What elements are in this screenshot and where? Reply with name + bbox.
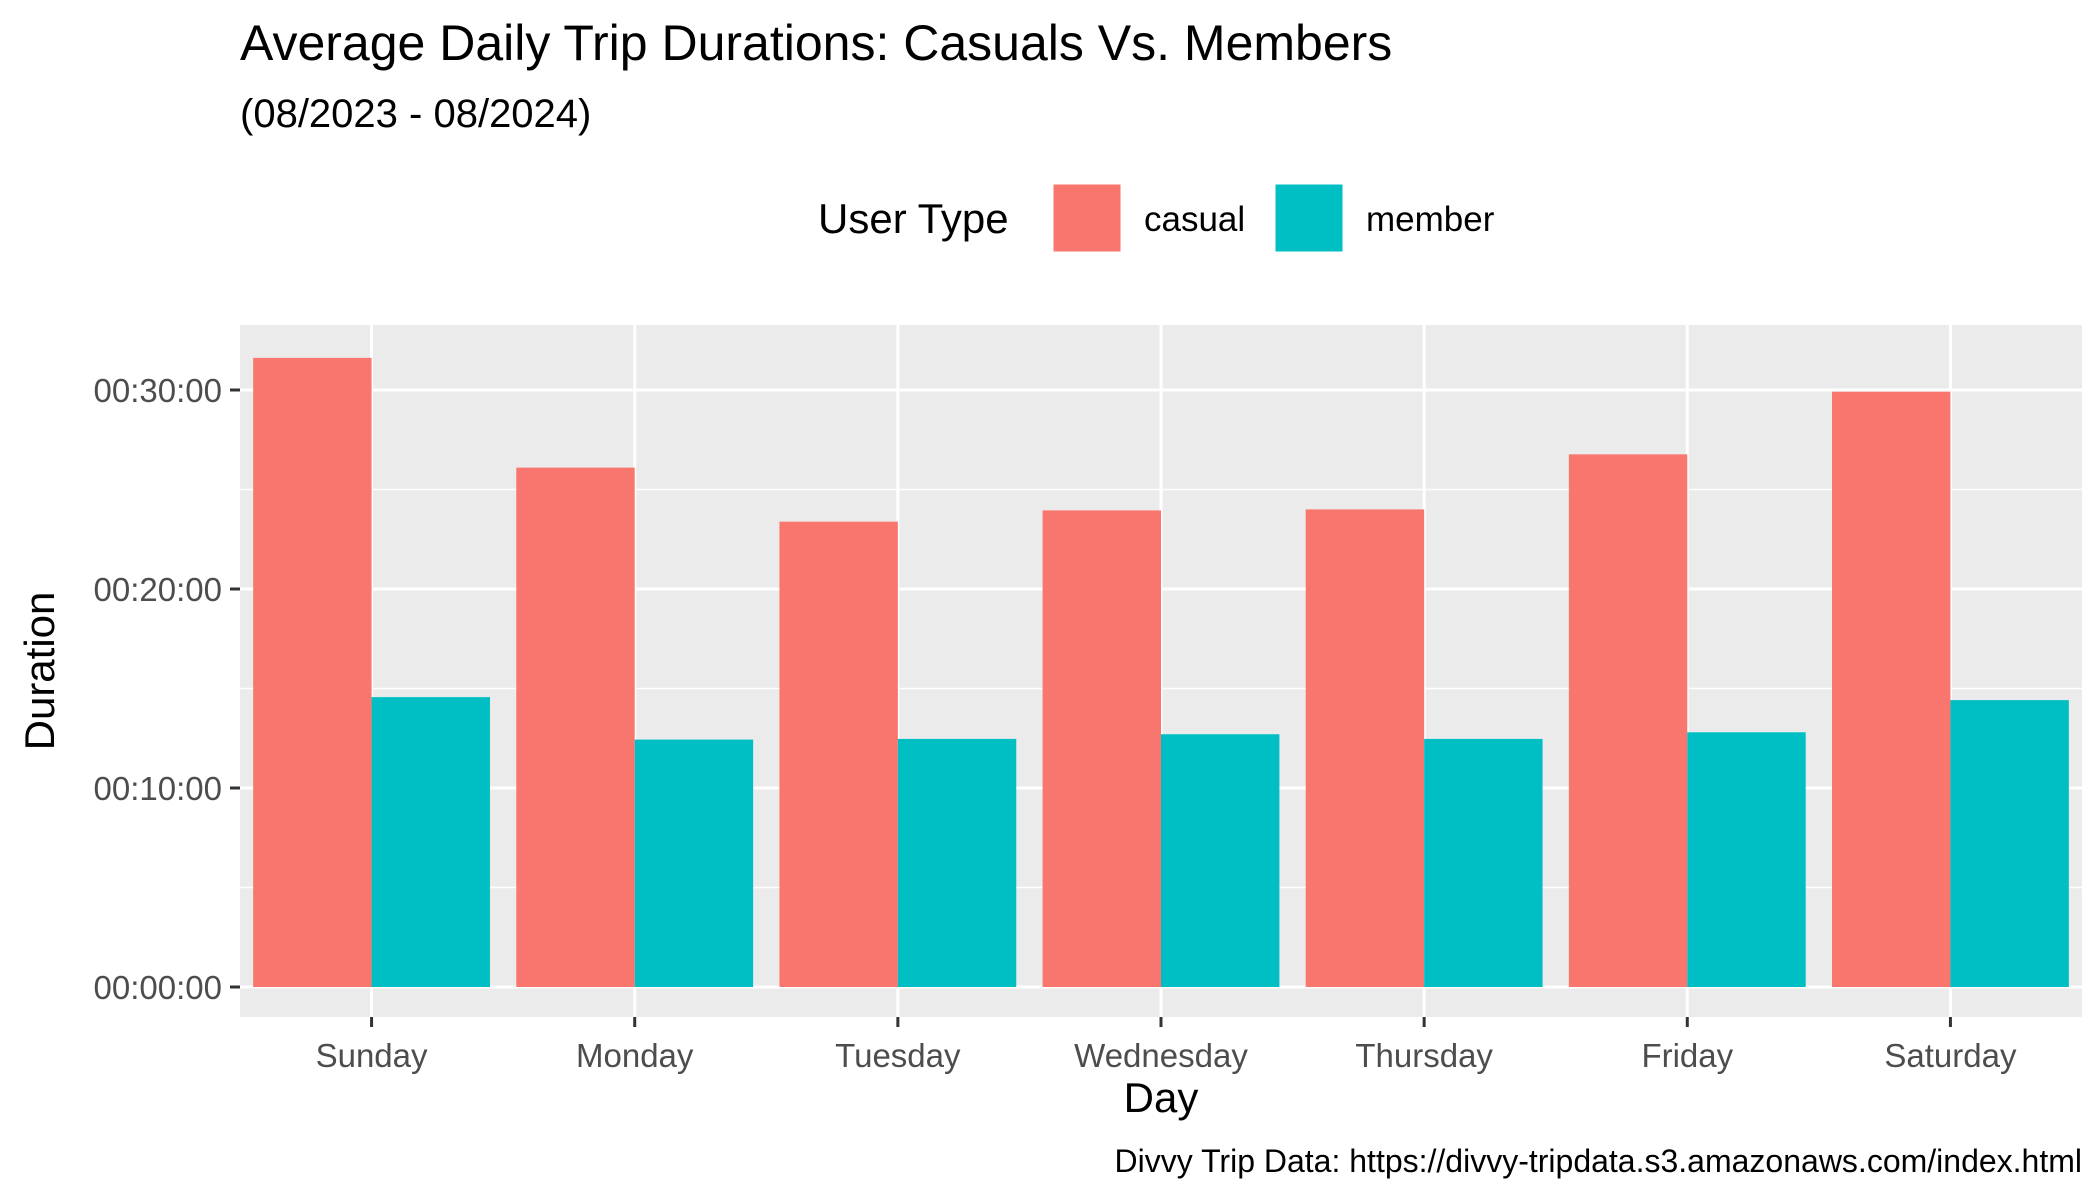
legend-label-casual: casual — [1144, 200, 1245, 239]
bar-casual-monday — [516, 467, 635, 987]
chart-caption: Divvy Trip Data: https://divvy-tripdata.… — [1115, 1143, 2082, 1179]
bar-member-saturday — [1950, 700, 2069, 987]
bar-member-thursday — [1424, 738, 1543, 987]
x-tick-label: Saturday — [1884, 1037, 2017, 1074]
y-tick-label: 00:00:00 — [94, 969, 222, 1006]
bar-member-monday — [634, 739, 754, 987]
bar-member-wednesday — [1161, 734, 1280, 987]
bar-member-friday — [1687, 732, 1806, 987]
chart-subtitle: (08/2023 - 08/2024) — [240, 92, 591, 136]
chart-title: Average Daily Trip Durations: Casuals Vs… — [240, 15, 1392, 71]
bar-member-sunday — [371, 697, 490, 987]
bar-casual-saturday — [1832, 391, 1951, 987]
x-tick-label: Sunday — [316, 1037, 428, 1074]
bars — [253, 357, 2069, 987]
bar-casual-wednesday — [1042, 510, 1161, 987]
axes: 00:00:00 00:10:00 00:20:00 00:30:00 Sunday Mo… — [94, 372, 2017, 1074]
y-tick-label: 00:10:00 — [94, 770, 222, 807]
y-axis-title: Duration — [16, 592, 63, 751]
legend-title: User Type — [818, 195, 1009, 242]
x-tick-label: Wednesday — [1074, 1037, 1248, 1074]
x-tick-label: Friday — [1641, 1037, 1733, 1074]
bar-casual-friday — [1568, 454, 1688, 987]
legend: User Type casual member — [818, 181, 1495, 255]
legend-key-member — [1272, 181, 1346, 255]
legend-label-member: member — [1366, 200, 1495, 239]
bar-casual-thursday — [1305, 509, 1425, 987]
y-tick-label: 00:20:00 — [94, 571, 222, 608]
x-tick-label: Tuesday — [835, 1037, 961, 1074]
bar-casual-tuesday — [779, 521, 898, 987]
bar-casual-sunday — [253, 357, 372, 987]
legend-key-casual — [1050, 181, 1124, 255]
x-tick-label: Monday — [576, 1037, 694, 1074]
x-tick-label: Thursday — [1355, 1037, 1493, 1074]
y-tick-label: 00:30:00 — [94, 372, 222, 409]
bar-member-tuesday — [897, 738, 1017, 987]
x-axis-title: Day — [1124, 1074, 1199, 1121]
